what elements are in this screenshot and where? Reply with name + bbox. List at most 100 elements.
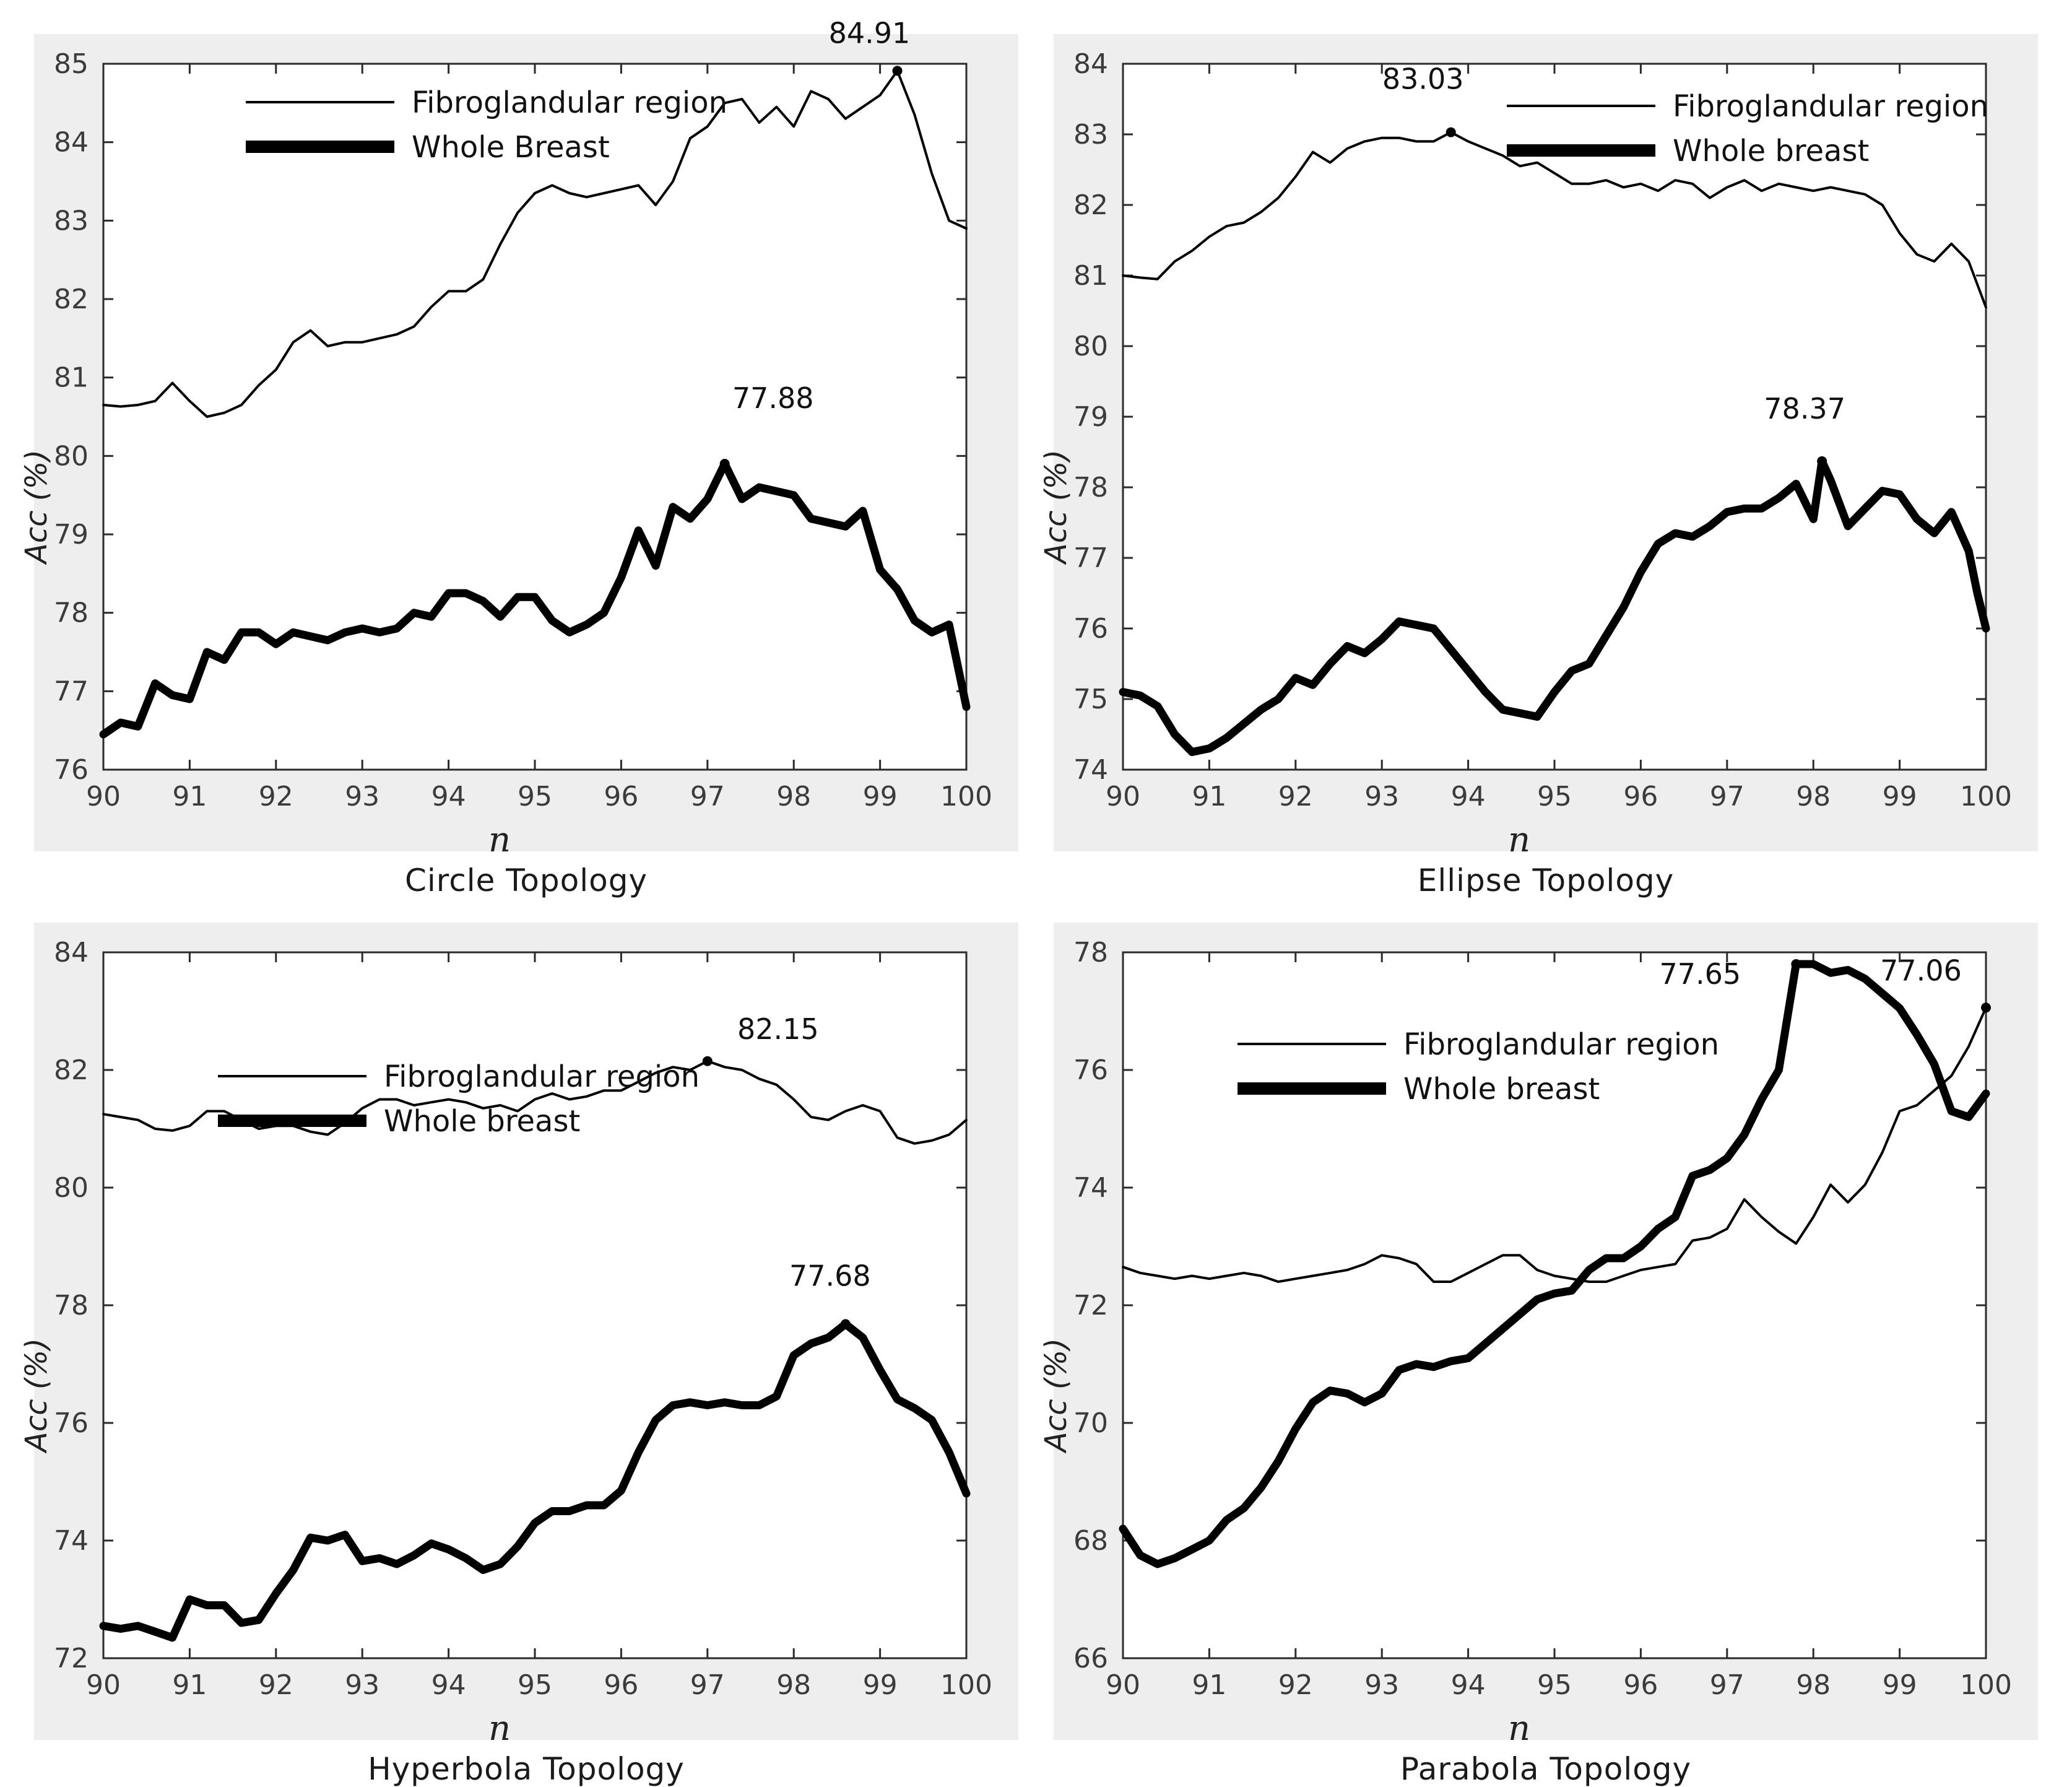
y-tick-label: 76 bbox=[1073, 1054, 1108, 1086]
x-tick-label: 90 bbox=[86, 1669, 121, 1701]
annotation-label: 77.06 bbox=[1880, 954, 1962, 987]
annotation-dot bbox=[702, 1056, 713, 1066]
y-tick-label: 74 bbox=[1073, 754, 1108, 786]
annotation-dot bbox=[719, 459, 730, 469]
annotation-dot bbox=[1791, 959, 1801, 969]
x-tick-label: 95 bbox=[1537, 781, 1572, 812]
series-whole-breast bbox=[1119, 457, 1990, 756]
x-tick-label: 98 bbox=[776, 1669, 811, 1701]
x-tick-label: 99 bbox=[1883, 1669, 1917, 1701]
annotation-label: 82.15 bbox=[737, 1012, 819, 1046]
y-tick-label: 82 bbox=[1073, 189, 1108, 221]
y-tick-label: 83 bbox=[54, 205, 89, 237]
x-tick-label: 94 bbox=[1451, 1669, 1486, 1701]
x-tick-label: 98 bbox=[776, 781, 811, 812]
y-axis-label: Acc (%) bbox=[19, 450, 54, 565]
y-tick-label: 76 bbox=[1073, 613, 1108, 645]
y-tick-label: 72 bbox=[1073, 1290, 1108, 1321]
y-tick-label: 78 bbox=[54, 1290, 89, 1321]
x-tick-label: 93 bbox=[1364, 1669, 1399, 1701]
x-tick-label: 96 bbox=[1623, 1669, 1658, 1701]
y-axis-label: Acc (%) bbox=[19, 1338, 54, 1454]
y-tick-label: 80 bbox=[1073, 331, 1108, 362]
x-tick-label: 98 bbox=[1796, 1669, 1831, 1701]
y-tick-label: 79 bbox=[54, 519, 89, 550]
series-whole-breast bbox=[99, 459, 971, 739]
x-tick-label: 100 bbox=[940, 1669, 992, 1701]
x-tick-label: 91 bbox=[172, 781, 207, 812]
chart-title-hyperbola: Hyperbola Topology bbox=[368, 1751, 685, 1787]
annotation-label: 83.03 bbox=[1382, 63, 1464, 96]
y-tick-label: 70 bbox=[1073, 1407, 1108, 1439]
x-tick-label: 96 bbox=[604, 1669, 638, 1701]
x-tick-label: 99 bbox=[863, 1669, 898, 1701]
x-tick-label: 90 bbox=[86, 781, 121, 812]
y-tick-label: 77 bbox=[54, 676, 89, 707]
plot-parabola: 90 91 92 93 94 95 96 97 98 99 100 66 68 70 72 74 76 78 77.… bbox=[1039, 937, 2012, 1749]
chart-panel-parabola: 90 91 92 93 94 95 96 97 98 99 100 66 68 70 72 74 76 78 77.… bbox=[1039, 923, 2038, 1749]
x-tick-label: 99 bbox=[863, 781, 898, 812]
x-tick-label: 92 bbox=[259, 1669, 293, 1701]
x-tick-label: 93 bbox=[1364, 781, 1399, 812]
legend-label: Whole Breast bbox=[412, 130, 610, 165]
annotation-dot bbox=[1817, 456, 1827, 466]
axis-box bbox=[102, 63, 968, 771]
series-fibroglandular-region bbox=[1122, 1006, 1987, 1283]
y-tick-label: 74 bbox=[54, 1525, 89, 1557]
series-whole-breast bbox=[1119, 960, 1990, 1568]
x-tick-label: 92 bbox=[259, 781, 293, 812]
y-tick-label: 84 bbox=[54, 937, 89, 968]
legend-label: Whole breast bbox=[1403, 1072, 1600, 1107]
x-tick-label: 95 bbox=[518, 781, 552, 812]
x-tick-label: 90 bbox=[1106, 781, 1140, 812]
chart-title-parabola: Parabola Topology bbox=[1400, 1751, 1692, 1787]
x-tick-label: 95 bbox=[1537, 1669, 1572, 1701]
plot-area bbox=[103, 952, 966, 1658]
y-tick-label: 77 bbox=[1073, 542, 1108, 574]
y-tick-label: 81 bbox=[54, 362, 89, 394]
y-tick-label: 78 bbox=[1073, 937, 1108, 968]
y-tick-label: 82 bbox=[54, 1054, 89, 1086]
y-tick-label: 84 bbox=[54, 127, 89, 159]
y-axis-label: Acc (%) bbox=[1039, 450, 1073, 565]
chart-title-circle: Circle Topology bbox=[404, 863, 648, 898]
x-tick-label: 99 bbox=[1883, 781, 1917, 812]
x-tick-label: 93 bbox=[345, 1669, 379, 1701]
x-tick-label: 96 bbox=[604, 781, 638, 812]
annotation-label: 84.91 bbox=[829, 16, 911, 50]
x-tick-label: 91 bbox=[172, 1669, 207, 1701]
y-tick-label: 74 bbox=[1073, 1172, 1108, 1204]
x-tick-label: 92 bbox=[1278, 1669, 1313, 1701]
x-tick-label: 100 bbox=[1960, 781, 2012, 812]
y-tick-label: 68 bbox=[1073, 1525, 1108, 1557]
x-tick-label: 94 bbox=[431, 1669, 466, 1701]
annotation-label: 77.68 bbox=[789, 1259, 871, 1292]
x-tick-label: 94 bbox=[1451, 781, 1486, 812]
legend-label: Fibroglandular region bbox=[412, 85, 727, 120]
legend-label: Fibroglandular region bbox=[1673, 89, 1988, 124]
y-tick-label: 75 bbox=[1073, 684, 1108, 715]
series-whole-breast bbox=[99, 1320, 971, 1642]
x-axis-label: n bbox=[1508, 820, 1530, 860]
x-tick-label: 91 bbox=[1192, 1669, 1226, 1701]
x-axis-label: n bbox=[488, 1708, 511, 1749]
y-tick-label: 84 bbox=[1073, 48, 1108, 80]
y-tick-label: 83 bbox=[1073, 119, 1108, 150]
y-tick-label: 80 bbox=[54, 440, 89, 472]
legend-label: Fibroglandular region bbox=[1403, 1027, 1719, 1062]
chart-title-ellipse: Ellipse Topology bbox=[1417, 863, 1675, 898]
plot-area bbox=[1123, 64, 1986, 770]
x-tick-label: 91 bbox=[1192, 781, 1226, 812]
plot-ellipse: 90 91 92 93 94 95 96 97 98 99 100 74 75 76 77 78 79 80 81 8… bbox=[1039, 48, 2012, 860]
plot-hyperbola: 90 91 92 93 94 95 96 97 98 99 100 72 74 76 78 80 82 84 82.… bbox=[19, 937, 992, 1749]
annotation-dot bbox=[1446, 127, 1456, 137]
legend-label: Whole breast bbox=[384, 1104, 580, 1139]
y-tick-label: 79 bbox=[1073, 401, 1108, 433]
x-tick-label: 98 bbox=[1796, 781, 1831, 812]
x-tick-label: 97 bbox=[1710, 781, 1745, 812]
annotation-label: 77.65 bbox=[1659, 957, 1741, 991]
y-tick-label: 81 bbox=[1073, 260, 1108, 292]
x-tick-label: 100 bbox=[940, 781, 992, 812]
axis-box bbox=[1122, 63, 1987, 771]
y-tick-label: 80 bbox=[54, 1172, 89, 1204]
